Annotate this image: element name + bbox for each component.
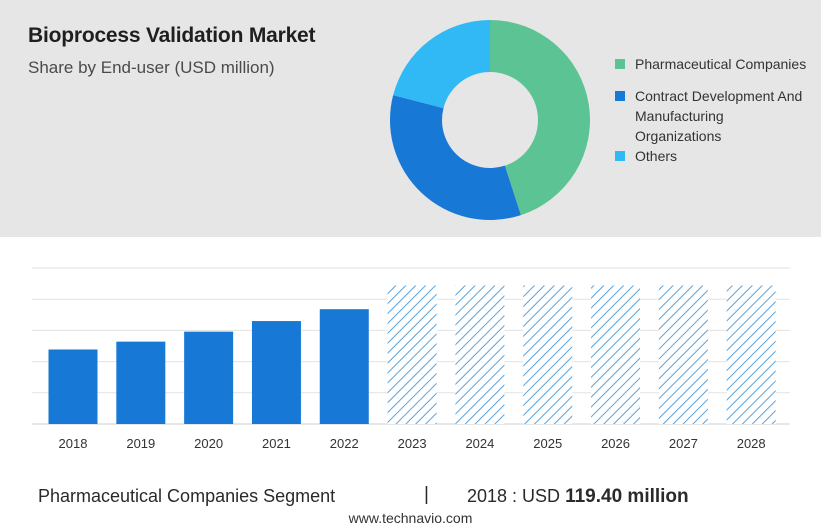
bar-forecast-2024	[455, 285, 505, 424]
legend-item-others: Others	[613, 146, 813, 166]
bar-2022	[319, 309, 369, 424]
chart-title: Bioprocess Validation Market	[28, 24, 316, 47]
donut-slice-0	[490, 20, 590, 216]
source-link[interactable]: www.technavio.com	[348, 510, 473, 526]
bar-forecast-2026	[591, 285, 641, 424]
x-tick-label-2025: 2025	[533, 436, 562, 451]
bar-2019	[116, 341, 166, 424]
legend-label: Contract Development And Manufacturing O…	[635, 88, 803, 144]
bar-forecast-2025	[523, 285, 573, 424]
x-tick-label-2018: 2018	[59, 436, 88, 451]
x-tick-label-2026: 2026	[601, 436, 630, 451]
bar-forecast-2028	[726, 285, 776, 424]
x-tick-label-2028: 2028	[737, 436, 766, 451]
footer-year: 2018 : USD	[467, 486, 561, 506]
footer-value: 119.40 million	[565, 486, 689, 507]
legend-item-cdmo: Contract Development And Manufacturing O…	[613, 86, 813, 146]
x-tick-label-2024: 2024	[465, 436, 494, 451]
x-tick-label-2021: 2021	[262, 436, 291, 451]
legend-item-pharmaceutical: Pharmaceutical Companies	[613, 54, 813, 74]
bar-2021	[251, 321, 301, 424]
chart-subtitle: Share by End-user (USD million)	[28, 58, 275, 77]
bar-forecast-2027	[658, 285, 708, 424]
legend-swatch	[615, 91, 625, 101]
x-tick-label-2022: 2022	[330, 436, 359, 451]
bar-2020	[184, 331, 234, 424]
legend-label: Others	[635, 148, 678, 164]
legend-label: Pharmaceutical Companies	[635, 56, 807, 72]
footer-segment: Pharmaceutical Companies Segment	[38, 486, 336, 506]
x-tick-label-2020: 2020	[194, 436, 223, 451]
legend-swatch	[615, 59, 625, 69]
legend-swatch	[615, 151, 625, 161]
x-tick-label-2019: 2019	[126, 436, 155, 451]
x-tick-label-2023: 2023	[398, 436, 427, 451]
x-tick-label-2027: 2027	[669, 436, 698, 451]
bar-chart: 2018 2019 2020 2021 2022 2023 2024 2025 2026 2027…	[32, 267, 790, 451]
donut-chart	[390, 20, 590, 220]
footer-separator: |	[424, 484, 429, 505]
footer-year-value: 2018 : USD 119.40 million	[467, 486, 689, 508]
donut-slice-2	[393, 20, 490, 109]
donut-legend: Pharmaceutical Companies Contract Develo…	[613, 54, 813, 166]
bar-2018	[48, 349, 98, 424]
bar-forecast-2023	[387, 285, 437, 424]
donut-slice-1	[390, 95, 521, 220]
